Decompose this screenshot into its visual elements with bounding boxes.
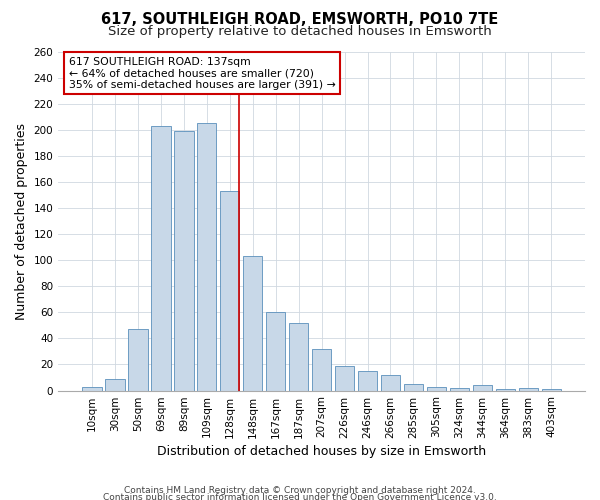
Bar xyxy=(243,256,262,390)
Bar xyxy=(335,366,355,390)
Bar xyxy=(220,191,239,390)
Bar xyxy=(427,386,446,390)
Y-axis label: Number of detached properties: Number of detached properties xyxy=(15,122,28,320)
Text: Contains public sector information licensed under the Open Government Licence v3: Contains public sector information licen… xyxy=(103,494,497,500)
Bar xyxy=(312,349,331,391)
Bar xyxy=(197,123,217,390)
Text: 617 SOUTHLEIGH ROAD: 137sqm
← 64% of detached houses are smaller (720)
35% of se: 617 SOUTHLEIGH ROAD: 137sqm ← 64% of det… xyxy=(69,56,335,90)
Text: Size of property relative to detached houses in Emsworth: Size of property relative to detached ho… xyxy=(108,25,492,38)
Bar xyxy=(105,379,125,390)
Bar xyxy=(128,330,148,390)
Bar xyxy=(473,386,492,390)
Text: Contains HM Land Registry data © Crown copyright and database right 2024.: Contains HM Land Registry data © Crown c… xyxy=(124,486,476,495)
Text: 617, SOUTHLEIGH ROAD, EMSWORTH, PO10 7TE: 617, SOUTHLEIGH ROAD, EMSWORTH, PO10 7TE xyxy=(101,12,499,28)
Bar xyxy=(289,323,308,390)
Bar xyxy=(404,384,423,390)
Bar xyxy=(82,386,101,390)
Bar xyxy=(449,388,469,390)
Bar xyxy=(381,375,400,390)
X-axis label: Distribution of detached houses by size in Emsworth: Distribution of detached houses by size … xyxy=(157,444,486,458)
Bar xyxy=(518,388,538,390)
Bar xyxy=(151,126,170,390)
Bar xyxy=(266,312,286,390)
Bar xyxy=(174,131,194,390)
Bar xyxy=(358,371,377,390)
